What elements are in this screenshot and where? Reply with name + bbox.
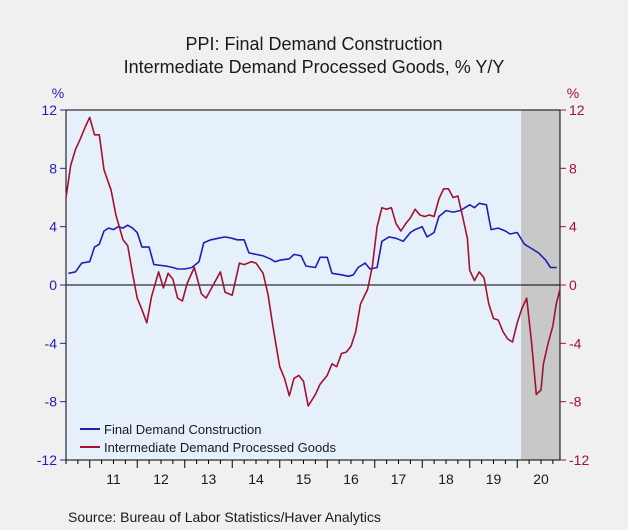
left-tick-label: 4 bbox=[49, 219, 57, 235]
right-tick-label: -12 bbox=[569, 452, 589, 468]
x-axis: 11 12 13 14 15 16 17 18 19 20 bbox=[65, 460, 554, 487]
x-tick-label: 13 bbox=[201, 471, 217, 487]
chart-title-line-1: PPI: Final Demand Construction bbox=[185, 34, 442, 54]
right-axis-unit: % bbox=[567, 85, 579, 101]
right-tick-label: 8 bbox=[569, 160, 577, 176]
right-tick-label: 4 bbox=[569, 219, 577, 235]
left-tick-label: 12 bbox=[41, 102, 57, 118]
right-axis: 12 8 4 0 -4 -8 -12 bbox=[560, 102, 589, 468]
series-layer bbox=[65, 116, 561, 407]
source-note: Source: Bureau of Labor Statistics/Haver… bbox=[68, 509, 381, 525]
right-tick-label: 0 bbox=[569, 277, 577, 293]
left-tick-label: -8 bbox=[45, 394, 58, 410]
x-tick-label: 19 bbox=[486, 471, 502, 487]
x-tick-label: 17 bbox=[391, 471, 407, 487]
x-tick-label: 16 bbox=[343, 471, 359, 487]
x-tick-label: 14 bbox=[248, 471, 264, 487]
x-tick-label: 18 bbox=[438, 471, 454, 487]
left-tick-label: -4 bbox=[45, 335, 58, 351]
right-tick-label: -8 bbox=[569, 394, 582, 410]
plot-area bbox=[65, 109, 561, 461]
left-tick-label: 8 bbox=[49, 160, 57, 176]
legend-label-construction: Final Demand Construction bbox=[104, 422, 262, 437]
x-tick-label: 15 bbox=[296, 471, 312, 487]
right-tick-label: 12 bbox=[569, 102, 585, 118]
left-tick-label: -12 bbox=[37, 452, 57, 468]
series-line-construction bbox=[68, 202, 557, 278]
series-line-processed-goods bbox=[65, 116, 561, 407]
left-axis: 12 8 4 0 -4 -8 -12 bbox=[37, 102, 66, 468]
left-axis-unit: % bbox=[52, 85, 64, 101]
x-tick-label: 20 bbox=[533, 471, 549, 487]
right-tick-label: -4 bbox=[569, 335, 582, 351]
chart-title-line-2: Intermediate Demand Processed Goods, % Y… bbox=[124, 57, 505, 77]
x-tick-label: 11 bbox=[106, 471, 121, 487]
x-tick-label: 12 bbox=[153, 471, 169, 487]
legend: Final Demand Construction Intermediate D… bbox=[80, 422, 336, 455]
left-tick-label: 0 bbox=[49, 277, 57, 293]
legend-label-processed-goods: Intermediate Demand Processed Goods bbox=[104, 440, 336, 455]
